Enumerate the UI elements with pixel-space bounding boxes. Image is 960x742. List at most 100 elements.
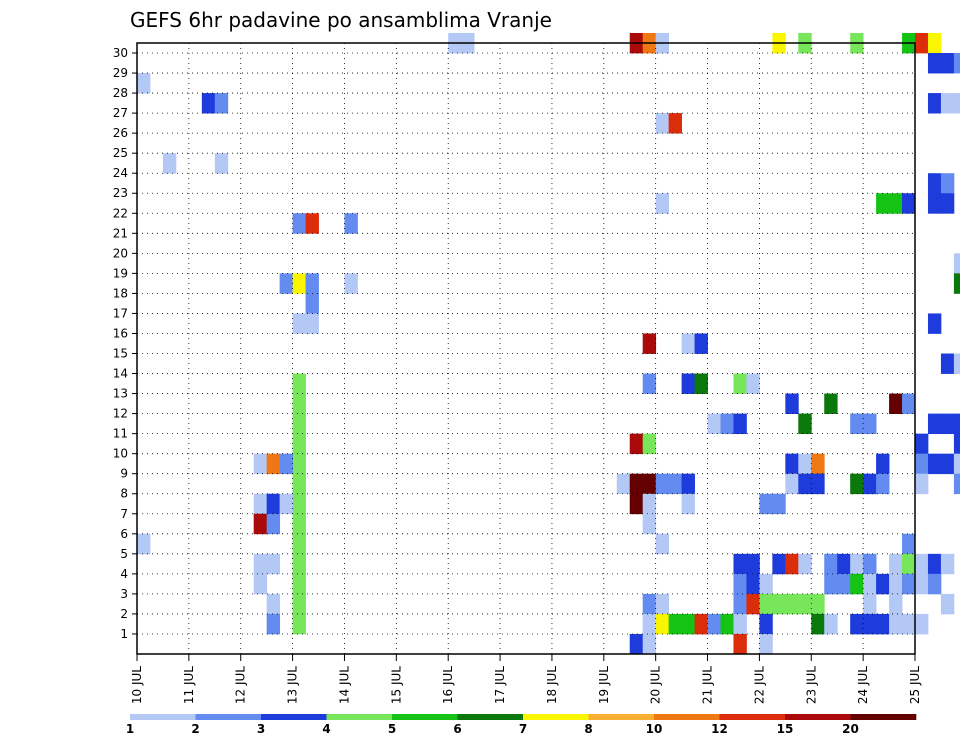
heatmap-cell xyxy=(798,413,812,435)
legend-swatch xyxy=(130,714,196,720)
heatmap-cell xyxy=(162,153,177,174)
heatmap-cell xyxy=(940,413,955,435)
heatmap-cell xyxy=(902,193,916,214)
y-tick-label: 18 xyxy=(113,286,128,300)
heatmap-cell xyxy=(811,593,825,615)
heatmap-cell xyxy=(668,613,682,635)
heatmap-cell xyxy=(279,273,293,294)
heatmap-cell xyxy=(681,613,695,635)
x-tick-label: 16 JUL xyxy=(441,666,455,704)
heatmap-cell xyxy=(253,453,268,475)
legend-label: 1 xyxy=(126,722,134,736)
heatmap-cell xyxy=(655,613,670,635)
y-tick-label: 7 xyxy=(120,507,128,521)
heatmap-cell xyxy=(746,573,760,595)
y-tick-label: 16 xyxy=(113,326,128,340)
heatmap-cell xyxy=(253,573,268,595)
heatmap-cell xyxy=(214,153,229,174)
heatmap-cell xyxy=(953,413,960,435)
heatmap-cell xyxy=(292,373,306,394)
heatmap-cell xyxy=(733,573,747,595)
legend-label: 15 xyxy=(777,722,794,736)
heatmap-cell xyxy=(655,533,670,555)
heatmap-cell xyxy=(681,373,695,394)
heatmap-cell xyxy=(253,513,268,535)
legend-label: 20 xyxy=(842,722,859,736)
heatmap-cell xyxy=(902,533,916,555)
heatmap-cell xyxy=(694,373,708,394)
heatmap-cell xyxy=(305,293,319,314)
heatmap-cell xyxy=(953,473,960,495)
heatmap-cell xyxy=(772,553,786,575)
y-tick-label: 8 xyxy=(120,487,128,501)
heatmap-cell xyxy=(889,573,903,595)
heatmap-cell xyxy=(876,453,890,475)
y-tick-label: 19 xyxy=(113,266,128,280)
heatmap-cell xyxy=(253,553,268,575)
heatmap-cell xyxy=(915,553,929,575)
heatmap-cell xyxy=(915,32,929,54)
heatmap-cell xyxy=(214,93,229,114)
y-tick-label: 12 xyxy=(113,407,128,421)
heatmap-cell xyxy=(863,553,877,575)
heatmap-cell xyxy=(798,593,812,615)
y-tick-label: 28 xyxy=(113,86,128,100)
heatmap-cell xyxy=(305,213,319,234)
heatmap-cell xyxy=(733,633,747,655)
heatmap-cell xyxy=(642,513,657,535)
heatmap-cell xyxy=(655,473,670,495)
heatmap-cell xyxy=(759,493,773,515)
heatmap-cell xyxy=(876,573,890,595)
heatmap-cell xyxy=(927,193,942,214)
heatmap-cell xyxy=(940,93,955,114)
heatmap-cell xyxy=(927,93,942,114)
heatmap-cell xyxy=(629,433,644,455)
grid-layer xyxy=(137,43,915,654)
legend-swatch xyxy=(195,714,262,720)
heatmap-cell xyxy=(137,533,151,555)
heatmap-cell xyxy=(292,513,306,535)
heatmap-cell xyxy=(889,613,903,635)
heatmap-cell xyxy=(915,473,929,495)
y-tick-label: 21 xyxy=(113,226,128,240)
heatmap-cell xyxy=(642,333,657,354)
x-tick-label: 22 JUL xyxy=(752,666,766,704)
heatmap-cell xyxy=(642,633,657,655)
heatmap-cell xyxy=(759,593,773,615)
heatmap-cell xyxy=(305,313,319,334)
x-tick-label: 23 JUL xyxy=(804,666,818,704)
heatmap-cell xyxy=(837,573,851,595)
heatmap-cell xyxy=(253,493,268,515)
heatmap-cell xyxy=(733,413,747,435)
y-tick-label: 23 xyxy=(113,186,128,200)
y-tick-label: 6 xyxy=(120,527,128,541)
heatmap-cell xyxy=(292,413,306,435)
legend-label: 6 xyxy=(453,722,461,736)
heatmap-cell xyxy=(902,613,916,635)
heatmap-cell xyxy=(642,433,657,455)
heatmap-cell xyxy=(915,433,929,455)
y-tick-label: 22 xyxy=(113,206,128,220)
heatmap-cell xyxy=(863,593,877,615)
heatmap-cell xyxy=(889,193,903,214)
heatmap-cell xyxy=(292,613,306,635)
legend-swatch xyxy=(850,714,917,720)
heatmap-cell xyxy=(292,313,306,334)
heatmap-cell xyxy=(927,173,942,194)
heatmap-cell xyxy=(811,453,825,475)
heatmap-cell xyxy=(915,453,929,475)
heatmap-cell xyxy=(137,73,151,94)
heatmap-cell xyxy=(850,553,864,575)
heatmap-cell xyxy=(927,413,942,435)
heatmap-cell xyxy=(785,393,799,414)
heatmap-cell xyxy=(953,453,960,475)
heatmap-cell xyxy=(305,273,319,294)
heatmap-cell xyxy=(733,593,747,615)
legend-label: 4 xyxy=(322,722,330,736)
x-tick-label: 17 JUL xyxy=(493,666,507,704)
y-axis-ticks: 1234567891011121314151617181920212223242… xyxy=(113,46,137,641)
y-tick-label: 15 xyxy=(113,347,128,361)
chart-title: GEFS 6hr padavine po ansamblima Vranje xyxy=(130,8,552,32)
heatmap-cell xyxy=(798,553,812,575)
